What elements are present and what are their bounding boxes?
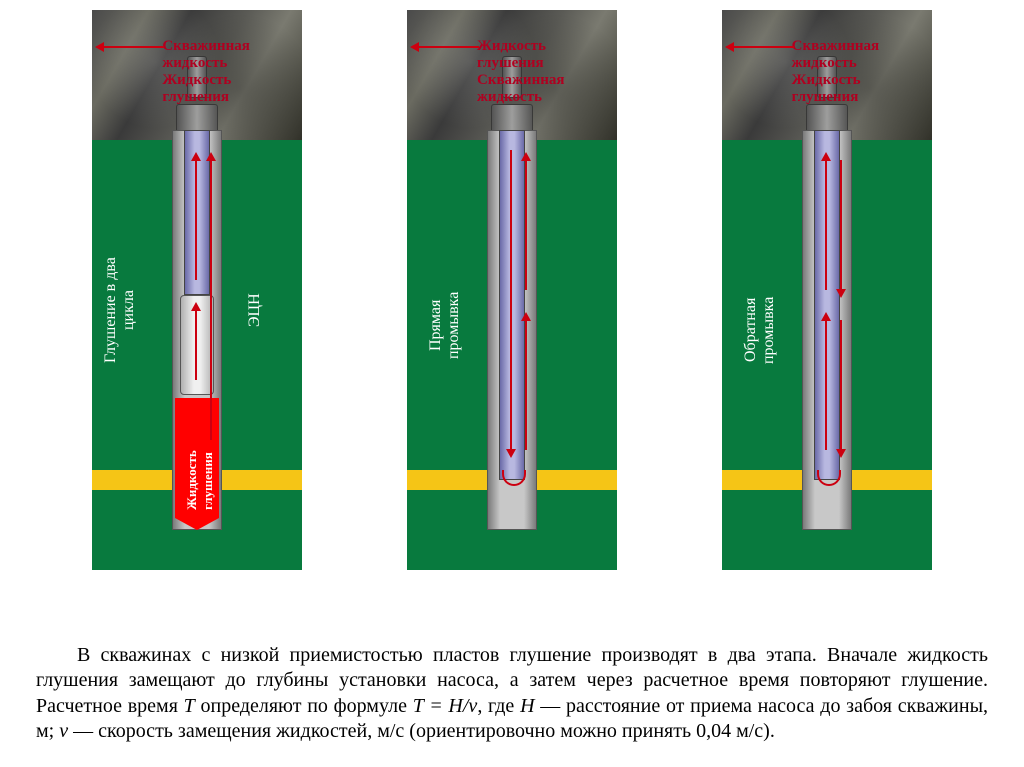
var-T: T <box>184 695 195 717</box>
wellbore-fluid-label: Скважинная жидкость <box>477 72 613 106</box>
left-vlabel: Глушение в два цикла <box>102 210 138 410</box>
text-mid2: , где <box>477 695 520 717</box>
outflow-arrow <box>734 46 794 48</box>
var-H: H <box>520 695 534 717</box>
panel-direct-wash: Жидкость глушения Скважинная жидкость Пр… <box>407 10 617 570</box>
tubing-up-arrow <box>195 160 197 280</box>
panel-two-cycle: Скважинная жидкость Жидкость глушения Гл… <box>92 10 302 570</box>
top-labels: Жидкость глушения Скважинная жидкость <box>477 38 613 106</box>
kill-fluid-label: Жидкость глушения <box>162 72 298 106</box>
var-v: v <box>59 720 68 742</box>
wellbore-fluid-label: Скважинная жидкость <box>162 38 298 72</box>
casing-up-arrow-2 <box>525 320 527 450</box>
casing-down-arrow-1 <box>840 160 842 290</box>
tubing <box>499 130 525 480</box>
left-vlabel: Прямая промывка <box>427 250 463 400</box>
left-vlabel: Обратная промывка <box>742 250 778 410</box>
casing-up-arrow <box>210 160 212 440</box>
panel-reverse-wash: Скважинная жидкость Жидкость глушения Об… <box>722 10 932 570</box>
formula: T = H/v <box>413 695 478 717</box>
wellbore-fluid-label: Скважинная жидкость <box>792 38 928 72</box>
pump-in-arrow <box>195 310 197 380</box>
text-suffix: — скорость замещения жидкостей, м/с (ори… <box>68 720 775 742</box>
body-text: В скважинах с низкой приемистостью пласт… <box>36 643 988 745</box>
casing-down-arrow-2 <box>840 320 842 450</box>
tubing-down-arrow <box>510 150 512 450</box>
outflow-arrow <box>419 46 479 48</box>
casing-up-arrow-1 <box>525 160 527 290</box>
panels-row: Скважинная жидкость Жидкость глушения Гл… <box>0 0 1024 570</box>
outflow-arrow <box>104 46 164 48</box>
text-mid1: определяют по формуле <box>195 695 413 717</box>
top-labels: Скважинная жидкость Жидкость глушения <box>792 38 928 106</box>
top-labels: Скважинная жидкость Жидкость глушения <box>162 38 298 106</box>
tubing-up-arrow-2 <box>825 320 827 450</box>
tubing-up-arrow-1 <box>825 160 827 290</box>
kill-fluid-label: Жидкость глушения <box>792 72 928 106</box>
right-vlabel: ЭЦН <box>246 270 264 350</box>
tubing <box>814 130 840 480</box>
kill-fluid-label: Жидкость глушения <box>477 38 613 72</box>
